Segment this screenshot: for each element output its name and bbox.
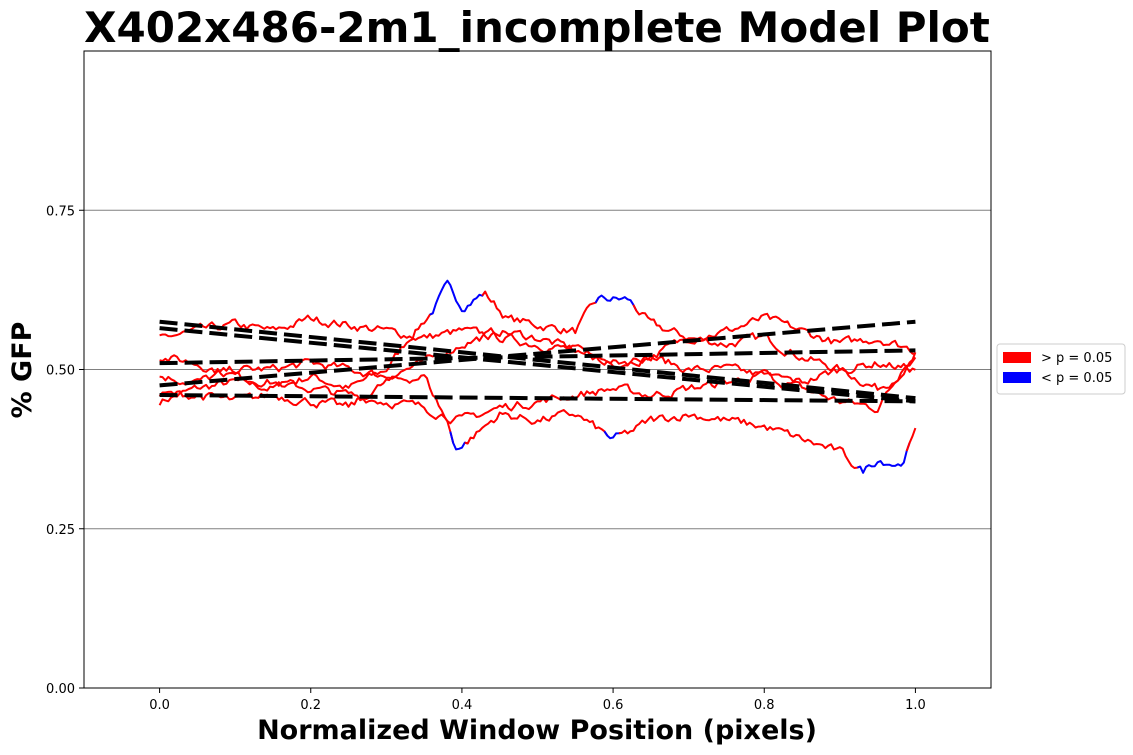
y-tick-label: 0.75: [46, 204, 75, 219]
x-tick-label: 0.6: [603, 698, 624, 713]
series-line: [159, 354, 916, 425]
x-tick-label: 0.0: [149, 698, 170, 713]
series-line-significant: [449, 431, 468, 451]
x-tick-label: 0.4: [452, 698, 473, 713]
series-line: [481, 290, 600, 335]
fit-line: [159, 319, 916, 401]
chart-title: X402x486-2m1_incomplete Model Plot: [84, 3, 990, 52]
fit-line: [159, 392, 916, 404]
x-tick-label: 1.0: [905, 698, 926, 713]
series-line: [158, 374, 455, 444]
series-line-significant: [594, 294, 638, 312]
x-tick-label: 0.8: [754, 698, 775, 713]
y-tick-label: 0.00: [46, 682, 75, 697]
x-tick-label: 0.2: [300, 698, 321, 713]
legend: > p = 0.05 < p = 0.05: [996, 343, 1126, 395]
y-tick-label: 0.50: [46, 364, 75, 379]
plot-area: [83, 50, 992, 689]
legend-swatch: [1003, 372, 1031, 383]
y-tick-label: 0.25: [46, 523, 75, 538]
fit-line: [159, 326, 916, 404]
y-axis: 0.00 0.25 0.50 0.75: [46, 204, 84, 697]
x-axis: 0.0 0.2 0.4 0.6 0.8 1.0: [149, 688, 926, 713]
series-line: [464, 409, 609, 445]
series-line: [158, 312, 434, 406]
series-line: [632, 304, 917, 391]
series-line: [159, 314, 917, 414]
y-axis-label: % GFP: [7, 322, 38, 419]
x-axis-label: Normalized Window Position (pixels): [257, 715, 817, 746]
legend-label: < p = 0.05: [1041, 371, 1112, 386]
legend-swatch: [1003, 352, 1031, 363]
fit-line: [159, 348, 916, 366]
fit-line: [159, 319, 916, 388]
series-line: [905, 427, 917, 452]
series-line: [618, 413, 861, 469]
legend-label: > p = 0.05: [1041, 351, 1112, 366]
series-line-significant: [856, 442, 911, 474]
series-line-significant: [429, 279, 487, 316]
series-line: [159, 312, 916, 386]
